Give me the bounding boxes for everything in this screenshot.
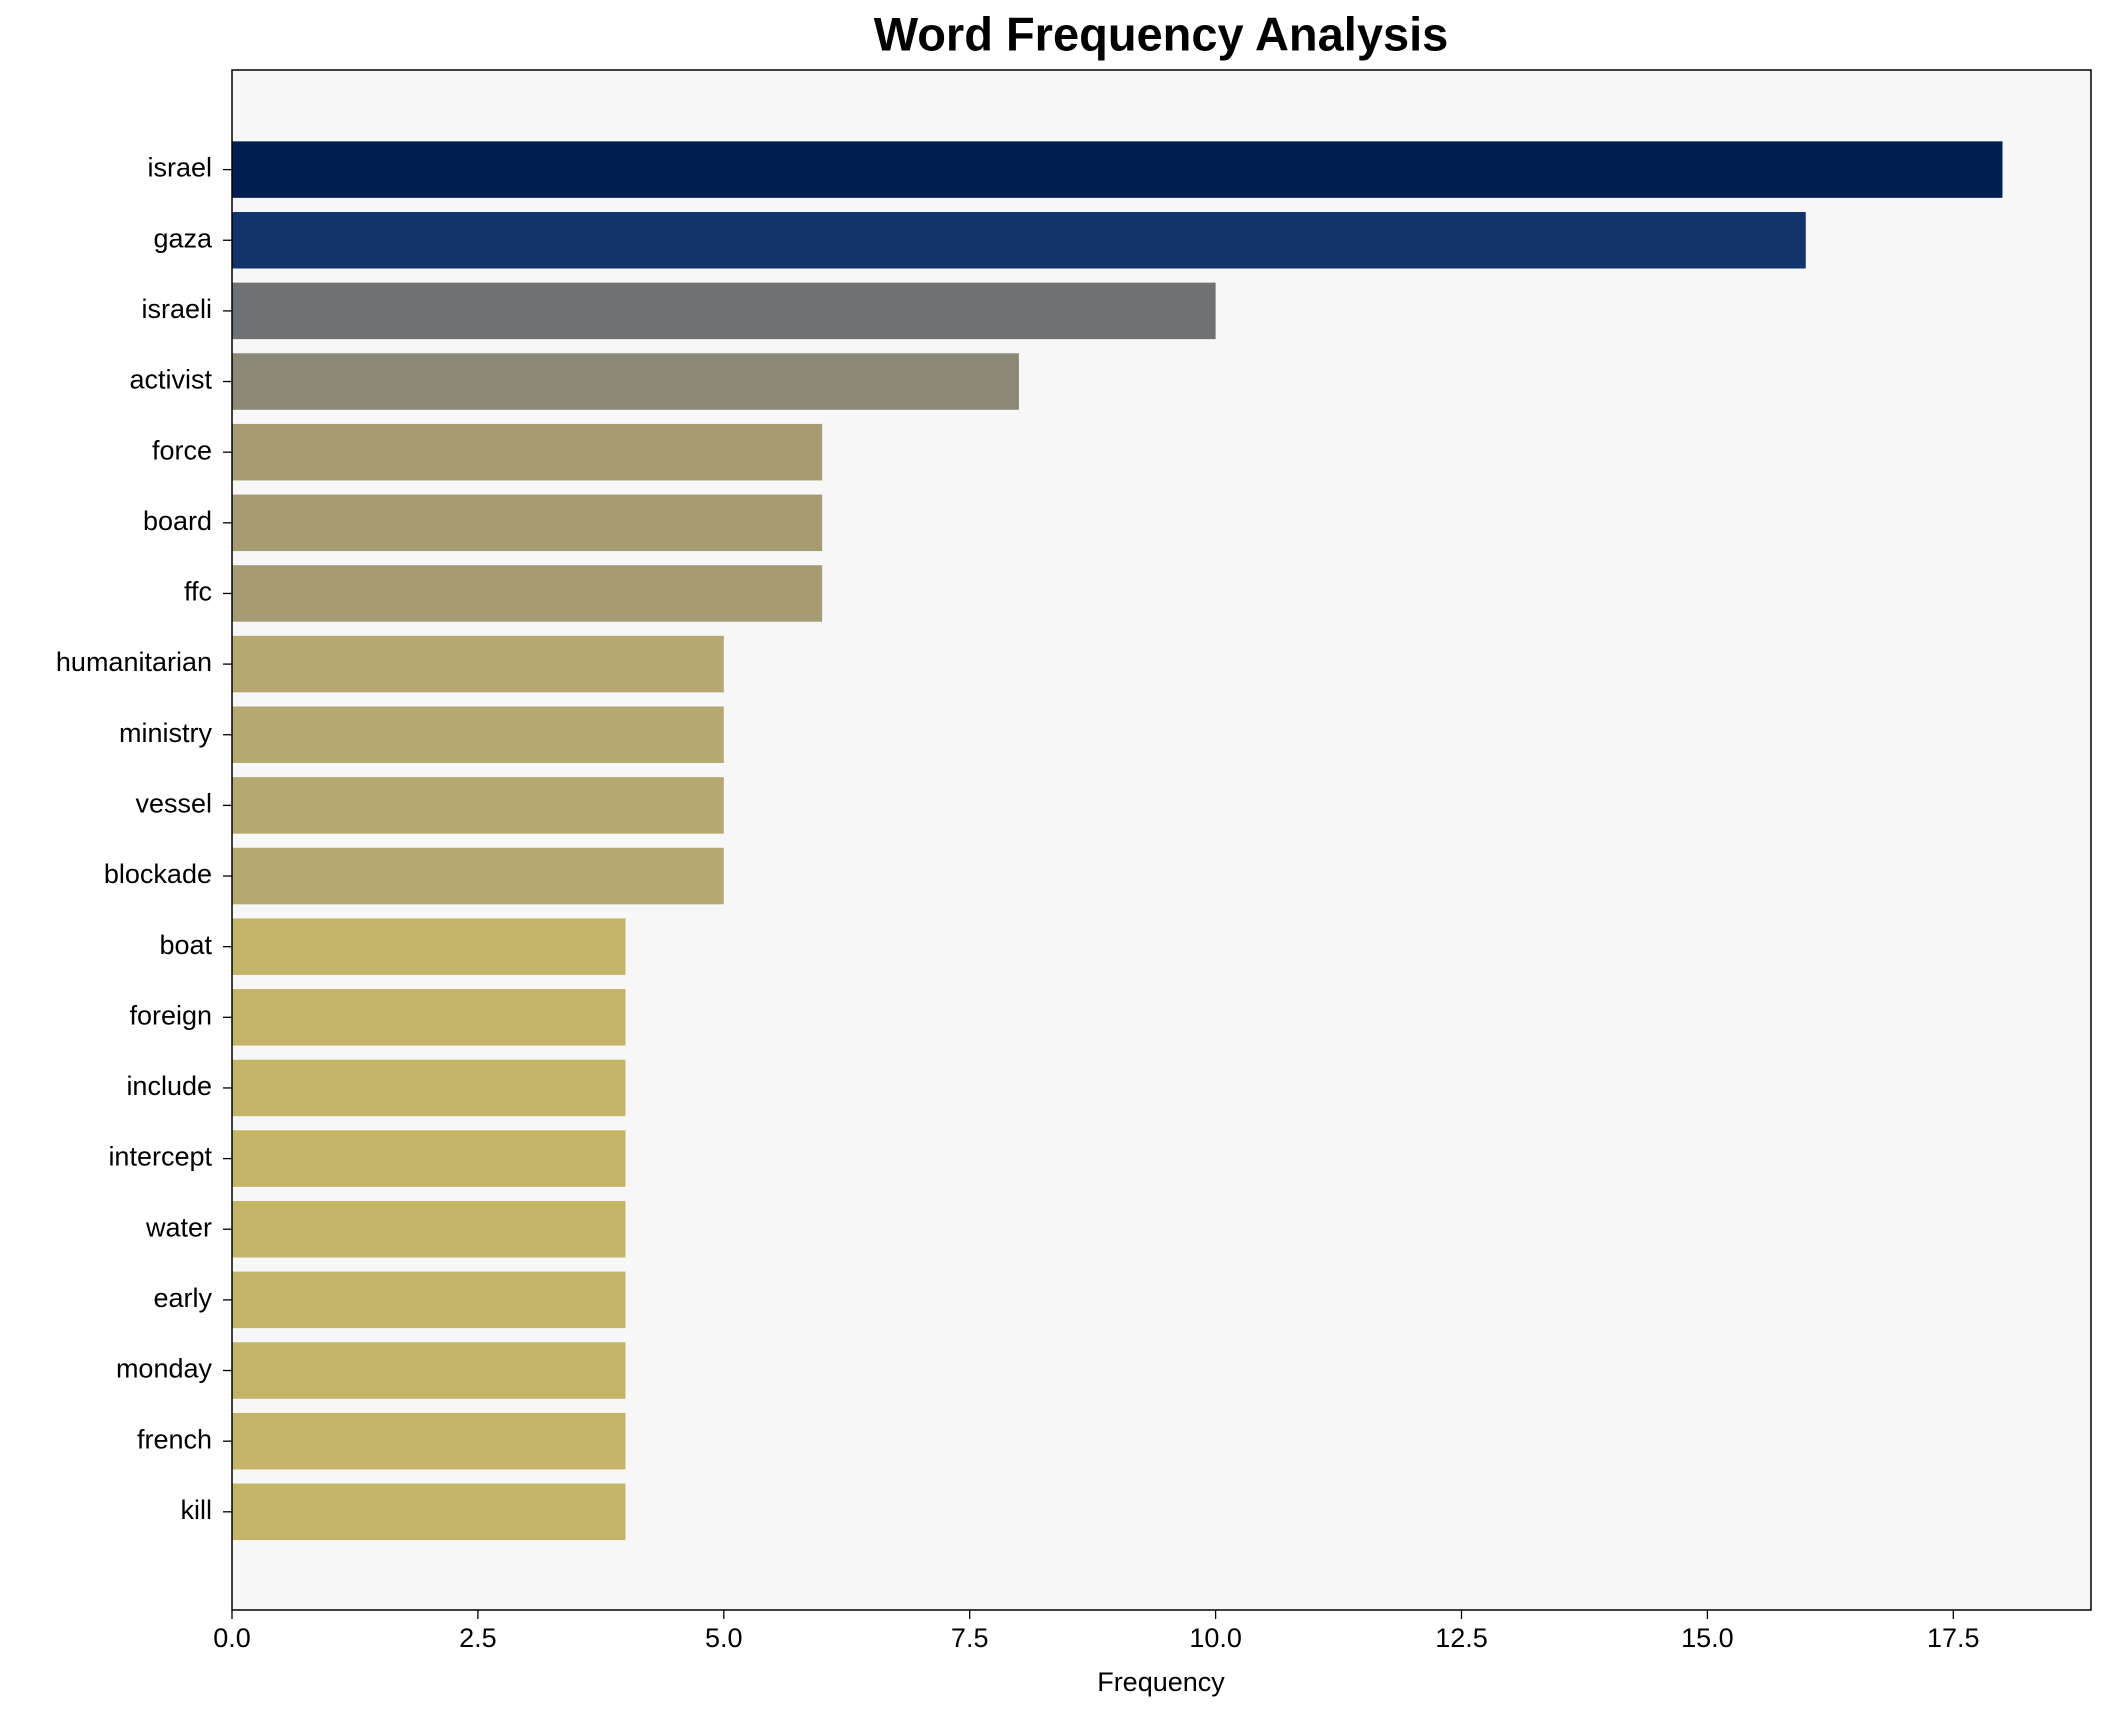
y-tick-label: monday <box>116 1354 213 1384</box>
bar <box>232 847 724 905</box>
bar <box>232 423 823 481</box>
x-tick-label: 0.0 <box>213 1623 251 1653</box>
bar <box>232 918 626 975</box>
y-tick-label: activist <box>129 365 212 395</box>
y-tick-label: vessel <box>135 789 212 819</box>
bar <box>232 1412 626 1470</box>
y-tick-label: force <box>152 435 212 465</box>
bar <box>232 494 823 552</box>
bar <box>232 1271 626 1329</box>
x-tick-label: 17.5 <box>1927 1623 1980 1653</box>
y-tick-label: kill <box>181 1495 213 1525</box>
bar <box>232 565 823 622</box>
y-tick-label: french <box>137 1424 212 1454</box>
bar <box>232 635 724 693</box>
bar <box>232 1059 626 1117</box>
x-tick-label: 2.5 <box>459 1623 497 1653</box>
bar <box>232 282 1216 340</box>
y-tick-label: board <box>143 506 212 536</box>
y-tick-label: humanitarian <box>56 647 212 677</box>
bar <box>232 989 626 1046</box>
bar <box>232 777 724 834</box>
chart-title: Word Frequency Analysis <box>874 7 1449 60</box>
x-tick-label: 5.0 <box>705 1623 743 1653</box>
x-axis-label: Frequency <box>1097 1667 1225 1697</box>
y-tick-label: water <box>145 1212 212 1242</box>
y-tick-label: intercept <box>108 1142 212 1172</box>
y-tick-label: ffc <box>184 577 212 607</box>
x-tick-label: 12.5 <box>1435 1623 1488 1653</box>
bar <box>232 1483 626 1541</box>
x-tick-label: 7.5 <box>951 1623 989 1653</box>
bar <box>232 353 1019 410</box>
bar <box>232 211 1806 269</box>
y-tick-label: ministry <box>119 718 212 748</box>
x-tick-label: 15.0 <box>1681 1623 1734 1653</box>
y-tick-label: gaza <box>153 223 213 253</box>
y-tick-label: blockade <box>104 859 212 889</box>
y-tick-label: early <box>153 1283 212 1313</box>
y-tick-label: israeli <box>141 294 212 324</box>
y-tick-label: foreign <box>129 1000 212 1030</box>
plot-frame <box>231 69 2092 1611</box>
bar <box>232 1342 626 1399</box>
y-tick-label: israel <box>147 153 212 183</box>
x-tick-label: 10.0 <box>1189 1623 1242 1653</box>
y-tick-label: boat <box>159 930 212 960</box>
bar <box>232 1130 626 1187</box>
bar <box>232 141 2003 198</box>
bar <box>232 706 724 763</box>
y-tick-label: include <box>126 1071 212 1101</box>
bar <box>232 1200 626 1258</box>
